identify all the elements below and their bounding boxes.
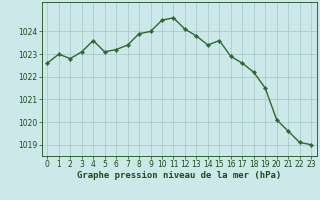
X-axis label: Graphe pression niveau de la mer (hPa): Graphe pression niveau de la mer (hPa): [77, 171, 281, 180]
